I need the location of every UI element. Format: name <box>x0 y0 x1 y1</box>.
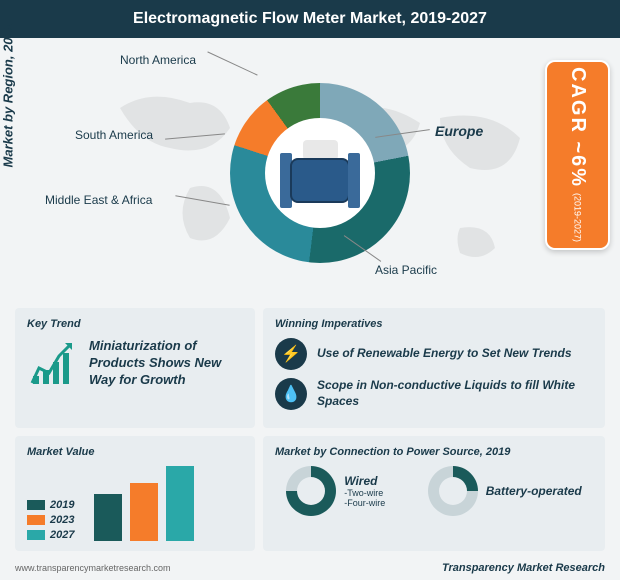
battery-label: Battery-operated <box>486 484 582 498</box>
market-value-legend: 2019 2023 2027 <box>27 499 74 541</box>
bar-2027 <box>166 466 194 541</box>
market-value-title: Market Value <box>27 446 243 458</box>
legend-item: 2019 <box>27 499 74 511</box>
region-label-na: North America <box>120 53 196 67</box>
bottom-panels: Key Trend Miniaturization of Products Sh… <box>0 308 620 561</box>
region-label-ap: Asia Pacific <box>375 263 437 277</box>
legend-swatch <box>27 500 45 510</box>
key-trend-text: Miniaturization of Products Shows New Wa… <box>89 338 243 389</box>
region-axis-label: Market by Region, 2019 <box>1 23 16 168</box>
flow-meter-icon <box>275 138 365 208</box>
connection-item-wired: Wired -Two-wire -Four-wire <box>286 466 385 516</box>
page-header: Electromagnetic Flow Meter Market, 2019-… <box>0 0 620 38</box>
imperative-text: Scope in Non-conductive Liquids to fill … <box>317 378 593 409</box>
page-footer: www.transparencymarketresearch.com Trans… <box>15 562 605 574</box>
connection-panel: Market by Connection to Power Source, 20… <box>263 436 605 551</box>
key-trend-panel: Key Trend Miniaturization of Products Sh… <box>15 308 255 428</box>
droplet-icon: 💧 <box>275 378 307 410</box>
key-trend-title: Key Trend <box>27 318 243 330</box>
region-donut-chart <box>230 83 410 263</box>
imperative-item: 💧 Scope in Non-conductive Liquids to fil… <box>275 378 593 410</box>
growth-chart-icon <box>27 338 77 388</box>
legend-label: 2019 <box>50 499 74 511</box>
footer-url: www.transparencymarketresearch.com <box>15 563 171 573</box>
wired-label: Wired <box>344 474 385 488</box>
wired-sub1: -Two-wire <box>344 488 385 498</box>
footer-logo: Transparency Market Research <box>442 562 605 574</box>
cagr-badge: CAGR ~6% (2019-2027) <box>545 60 610 250</box>
region-label-eu: Europe <box>435 123 483 139</box>
header-title: Electromagnetic Flow Meter Market, 2019-… <box>133 10 487 27</box>
imperative-item: ⚡ Use of Renewable Energy to Set New Tre… <box>275 338 593 370</box>
legend-swatch <box>27 530 45 540</box>
legend-item: 2027 <box>27 529 74 541</box>
wired-sub2: -Four-wire <box>344 498 385 508</box>
legend-item: 2023 <box>27 514 74 526</box>
bar-2023 <box>130 483 158 541</box>
donut-center-device <box>265 118 375 228</box>
battery-donut <box>428 466 478 516</box>
imperatives-panel: Winning Imperatives ⚡ Use of Renewable E… <box>263 308 605 428</box>
market-value-panel: Market Value 2019 2023 2027 <box>15 436 255 551</box>
region-map-area: North America South America Middle East … <box>40 48 600 298</box>
imperatives-title: Winning Imperatives <box>275 318 593 330</box>
imperative-text: Use of Renewable Energy to Set New Trend… <box>317 346 572 362</box>
cagr-period: (2019-2027) <box>573 193 583 242</box>
legend-label: 2023 <box>50 514 74 526</box>
legend-label: 2027 <box>50 529 74 541</box>
market-value-bars <box>94 466 194 541</box>
connection-item-battery: Battery-operated <box>428 466 582 516</box>
wired-donut <box>286 466 336 516</box>
region-label-mea: Middle East & Africa <box>45 193 152 207</box>
bar-2019 <box>94 494 122 541</box>
lightning-icon: ⚡ <box>275 338 307 370</box>
legend-swatch <box>27 515 45 525</box>
cagr-value: CAGR ~6% <box>566 67 589 188</box>
region-label-sa: South America <box>75 128 153 142</box>
connection-title: Market by Connection to Power Source, 20… <box>275 446 593 458</box>
